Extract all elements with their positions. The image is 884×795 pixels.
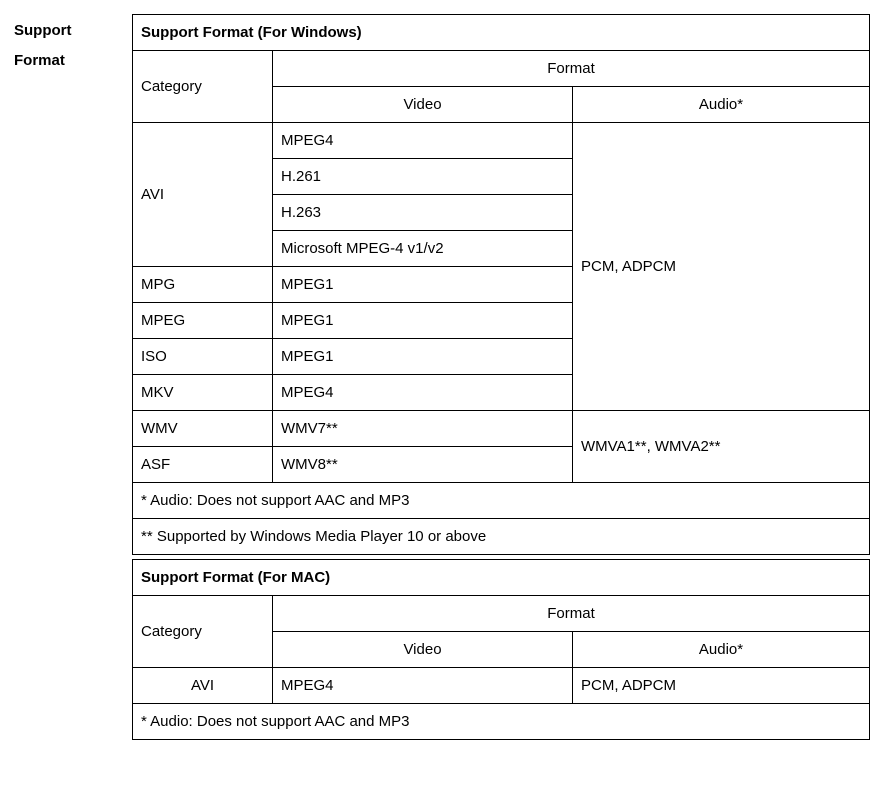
mac-table: Support Format (For MAC) Category Format… xyxy=(132,559,870,740)
win-avi-video-4: Microsoft MPEG-4 v1/v2 xyxy=(273,231,573,267)
win-audio-header: Audio* xyxy=(573,87,870,123)
win-mpg-video: MPEG1 xyxy=(273,267,573,303)
win-note-1: * Audio: Does not support AAC and MP3 xyxy=(133,483,870,519)
win-cat-mkv: MKV xyxy=(133,375,273,411)
mac-format-header: Format xyxy=(273,596,870,632)
win-cat-mpg: MPG xyxy=(133,267,273,303)
win-cat-iso: ISO xyxy=(133,339,273,375)
win-mkv-video: MPEG4 xyxy=(273,375,573,411)
mac-audio-header: Audio* xyxy=(573,632,870,668)
windows-table: Support Format (For Windows) Category Fo… xyxy=(132,14,870,555)
mac-audio-pcm: PCM, ADPCM xyxy=(573,668,870,704)
win-asf-video: WMV8** xyxy=(273,447,573,483)
win-audio-pcm: PCM, ADPCM xyxy=(573,123,870,411)
mac-avi-video: MPEG4 xyxy=(273,668,573,704)
win-mpeg-video: MPEG1 xyxy=(273,303,573,339)
win-avi-video-1: MPEG4 xyxy=(273,123,573,159)
win-avi-video-3: H.263 xyxy=(273,195,573,231)
win-note-2: ** Supported by Windows Media Player 10 … xyxy=(133,519,870,555)
section-label-line2: Format xyxy=(14,46,132,76)
win-video-header: Video xyxy=(273,87,573,123)
win-cat-asf: ASF xyxy=(133,447,273,483)
tables-container: Support Format (For Windows) Category Fo… xyxy=(132,14,870,740)
mac-cat-avi: AVI xyxy=(133,668,273,704)
win-wmv-video: WMV7** xyxy=(273,411,573,447)
mac-video-header: Video xyxy=(273,632,573,668)
win-cat-mpeg: MPEG xyxy=(133,303,273,339)
section-label-line1: Support xyxy=(14,16,132,46)
mac-title: Support Format (For MAC) xyxy=(133,560,870,596)
win-audio-wmva: WMVA1**, WMVA2** xyxy=(573,411,870,483)
win-title: Support Format (For Windows) xyxy=(133,15,870,51)
section-label: Support Format xyxy=(14,14,132,76)
win-cat-avi: AVI xyxy=(133,123,273,267)
win-category-header: Category xyxy=(133,51,273,123)
win-format-header: Format xyxy=(273,51,870,87)
win-cat-wmv: WMV xyxy=(133,411,273,447)
mac-note-1: * Audio: Does not support AAC and MP3 xyxy=(133,704,870,740)
win-iso-video: MPEG1 xyxy=(273,339,573,375)
mac-category-header: Category xyxy=(133,596,273,668)
win-avi-video-2: H.261 xyxy=(273,159,573,195)
